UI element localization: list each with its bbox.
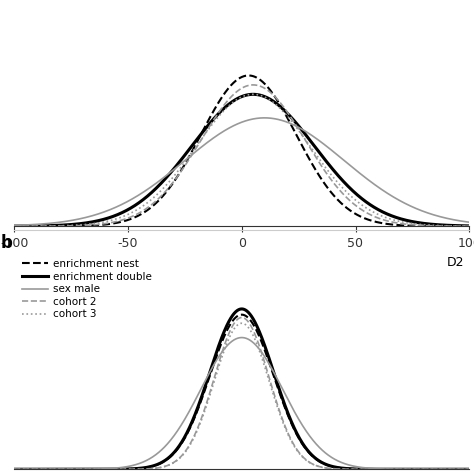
Text: b: b	[0, 234, 12, 252]
Legend: enrichment nest, enrichment double, sex male, cohort 2, cohort 3: enrichment nest, enrichment double, sex …	[19, 257, 154, 321]
Text: D2: D2	[447, 256, 465, 269]
X-axis label: percent change referring to the intercept: percent change referring to the intercep…	[113, 258, 371, 271]
